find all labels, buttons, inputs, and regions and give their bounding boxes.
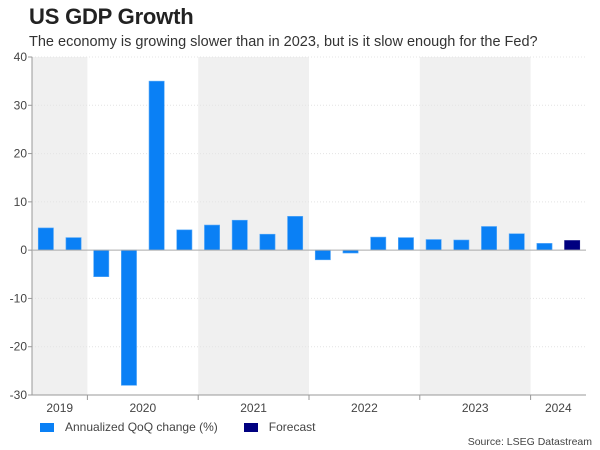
year-band-2019 xyxy=(32,57,88,395)
bar xyxy=(121,249,137,386)
legend-label-annualized: Annualized QoQ change (%) xyxy=(65,420,218,434)
bar xyxy=(37,227,54,251)
y-tick-label: 0 xyxy=(20,243,27,257)
y-tick-label: 40 xyxy=(14,50,28,64)
year-band-2023 xyxy=(419,57,531,395)
chart-subtitle: The economy is growing slower than in 20… xyxy=(29,34,538,50)
bar xyxy=(204,224,220,251)
x-tick-label: 2020 xyxy=(129,401,156,415)
axes xyxy=(28,56,586,400)
bar xyxy=(481,226,497,251)
x-tick-labels: 2019 2020 2021 2022 2023 2024 xyxy=(46,401,572,415)
bar xyxy=(176,229,193,251)
x-tick-label: 2024 xyxy=(545,401,572,415)
y-tick-label: 20 xyxy=(14,147,28,161)
bar xyxy=(508,233,525,251)
legend: Annualized QoQ change (%) Forecast xyxy=(40,420,341,434)
x-tick-label: 2023 xyxy=(462,401,489,415)
y-tick-label: -20 xyxy=(10,340,28,354)
bar xyxy=(65,237,82,251)
legend-swatch-forecast xyxy=(243,422,258,432)
bar xyxy=(370,236,387,251)
legend-item-annualized: Annualized QoQ change (%) xyxy=(40,420,218,434)
y-tick-label: 10 xyxy=(14,195,28,209)
year-bands xyxy=(32,57,531,395)
bar xyxy=(287,216,304,251)
bar xyxy=(93,249,110,277)
bar xyxy=(259,233,276,251)
bar xyxy=(453,239,470,251)
bar xyxy=(231,219,248,251)
bars xyxy=(37,80,581,386)
bar xyxy=(425,239,442,251)
source-note: Source: LSEG Datastream xyxy=(467,436,592,448)
legend-label-forecast: Forecast xyxy=(268,420,316,434)
chart-title: US GDP Growth xyxy=(29,4,194,29)
gridlines xyxy=(32,56,586,348)
legend-swatch-annualized xyxy=(40,422,54,432)
x-tick-label: 2021 xyxy=(240,401,267,415)
y-tick-labels: 40 30 20 10 0 -10 -20 -30 xyxy=(10,50,28,402)
x-tick-label: 2022 xyxy=(351,401,378,415)
forecast-bar xyxy=(564,240,581,251)
y-tick-label: -10 xyxy=(10,291,28,305)
bar xyxy=(314,249,331,261)
y-tick-label: 30 xyxy=(14,98,28,112)
legend-item-forecast: Forecast xyxy=(243,420,316,434)
x-tick-label: 2019 xyxy=(46,401,73,415)
y-tick-label: -30 xyxy=(10,388,28,402)
bar xyxy=(398,237,414,251)
bar xyxy=(148,80,165,251)
bar xyxy=(536,243,553,251)
